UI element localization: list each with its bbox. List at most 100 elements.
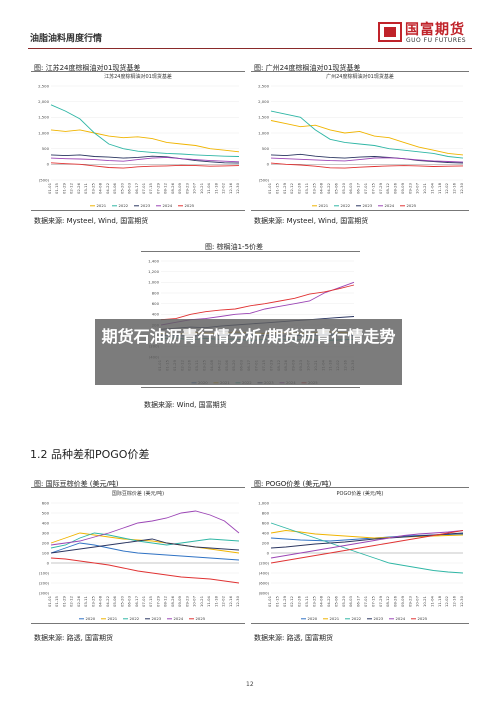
x-tick-label: 09-09 [177,182,182,194]
legend-label: 2021 [108,616,118,621]
figure-frame [31,71,245,211]
x-tick-label: 08-26 [170,595,175,607]
x-tick-label: 05-20 [341,182,346,194]
y-tick-label: 200 [42,540,50,545]
y-tick-label: 0 [267,550,270,555]
legend-label: 2021 [97,203,107,208]
x-tick-label: 08-12 [163,182,168,194]
legend-label: 2022 [341,203,351,208]
figure-caption: 图: 广州24度棕榈油对01现货基差 [254,64,361,72]
x-tick-label: 11-18 [213,182,218,194]
x-tick-label: 05-06 [112,182,117,194]
y-tick-label: 400 [262,530,270,535]
x-tick-label: 10-21 [199,182,204,194]
series-line-2025 [160,284,355,321]
x-tick-label: 01-29 [61,595,66,607]
x-tick-label: 03-25 [90,182,95,194]
legend-label: 2023 [141,203,151,208]
x-tick-label: 03-11 [304,595,309,607]
x-tick-label: 09-09 [177,595,182,607]
y-tick-label: 1,400 [148,258,159,263]
y-tick-label: 1,000 [258,130,269,135]
x-tick-label: 05-06 [112,595,117,607]
x-tick-label: 12-16 [452,182,457,194]
series-line-2024 [270,157,464,163]
figure-caption: 图: 国际豆棕价差 (美元/吨) [34,480,119,488]
legend-label: 2023 [152,616,162,621]
x-tick-label: 07-15 [370,595,375,607]
x-tick-label: 01-15 [54,182,59,194]
x-tick-label: 05-06 [333,182,338,194]
y-tick-label: 1,000 [148,280,159,285]
series-line-2024 [270,530,464,559]
legend-label: 2024 [396,616,406,621]
x-tick-label: 08-26 [393,182,398,194]
y-tick-label: (500) [259,177,270,182]
x-tick-label: 01-01 [47,182,52,194]
y-tick-label: 500 [42,146,50,151]
x-tick-label: 09-09 [400,595,405,607]
legend-label: 2024 [385,203,395,208]
legend-label: 2023 [374,616,384,621]
x-tick-label: 06-17 [134,182,139,194]
x-tick-label: 01-29 [61,182,66,194]
legend-label: 2021 [319,203,329,208]
x-tick-label: 04-08 [98,182,103,194]
series-line-2023 [270,532,464,549]
x-tick-label: 03-25 [311,182,316,194]
x-tick-label: 08-12 [385,182,390,194]
x-tick-label: 07-01 [363,595,368,607]
document-header-title: 油脂油料周度行情 [30,34,103,44]
x-tick-label: 12-02 [444,595,449,607]
y-tick-label: (100) [39,570,50,575]
x-tick-label: 02-26 [76,595,81,607]
figure-frame [251,71,469,211]
x-tick-label: 12-02 [221,595,226,607]
x-tick-label: 05-20 [119,595,124,607]
x-tick-label: 12-30 [235,182,240,194]
legend-label: 2023 [363,203,373,208]
page-number: 12 [246,681,254,688]
y-tick-label: 0 [47,560,50,565]
x-tick-label: 02-12 [289,182,294,194]
x-tick-label: 12-30 [459,182,464,194]
x-tick-label: 04-08 [98,595,103,607]
x-tick-label: 06-03 [127,182,132,194]
x-tick-label: 10-21 [199,595,204,607]
y-tick-label: 600 [262,520,270,525]
chart-title: 江苏24度棕榈油对01现货基差 [104,74,172,80]
chart-title: POGO价差 (美元/吨) [336,491,384,497]
legend-label: 2022 [352,616,362,621]
x-tick-label: 07-15 [148,595,153,607]
x-tick-label: 06-03 [348,595,353,607]
x-tick-label: 03-11 [304,182,309,194]
series-line-2024 [50,510,240,546]
x-tick-label: 11-18 [437,182,442,194]
y-tick-label: (500) [39,177,50,182]
legend-label: 2021 [330,616,340,621]
x-tick-label: 04-08 [319,182,324,194]
x-tick-label: 02-12 [289,595,294,607]
x-tick-label: 03-11 [83,595,88,607]
y-tick-label: 1,000 [38,130,49,135]
x-tick-label: 07-29 [155,182,160,194]
y-tick-label: (200) [259,560,270,565]
company-logo-mark-inner [384,27,396,37]
x-tick-label: 06-17 [356,595,361,607]
series-line-2023 [270,153,464,164]
x-tick-label: 08-12 [385,595,390,607]
figure-source: 数据来源: 路透, 国富期货 [34,634,114,642]
x-tick-label: 01-01 [267,595,272,607]
x-tick-label: 02-12 [69,595,74,607]
x-tick-label: 04-22 [105,595,110,607]
legend-label: 2025 [418,616,428,621]
x-tick-label: 06-03 [348,182,353,194]
x-tick-label: 08-26 [170,182,175,194]
x-tick-label: 12-30 [459,595,464,607]
section-heading: 1.2 品种差和POGO价差 [30,448,150,461]
company-logo-mark [378,22,402,42]
y-tick-label: 800 [152,290,160,295]
